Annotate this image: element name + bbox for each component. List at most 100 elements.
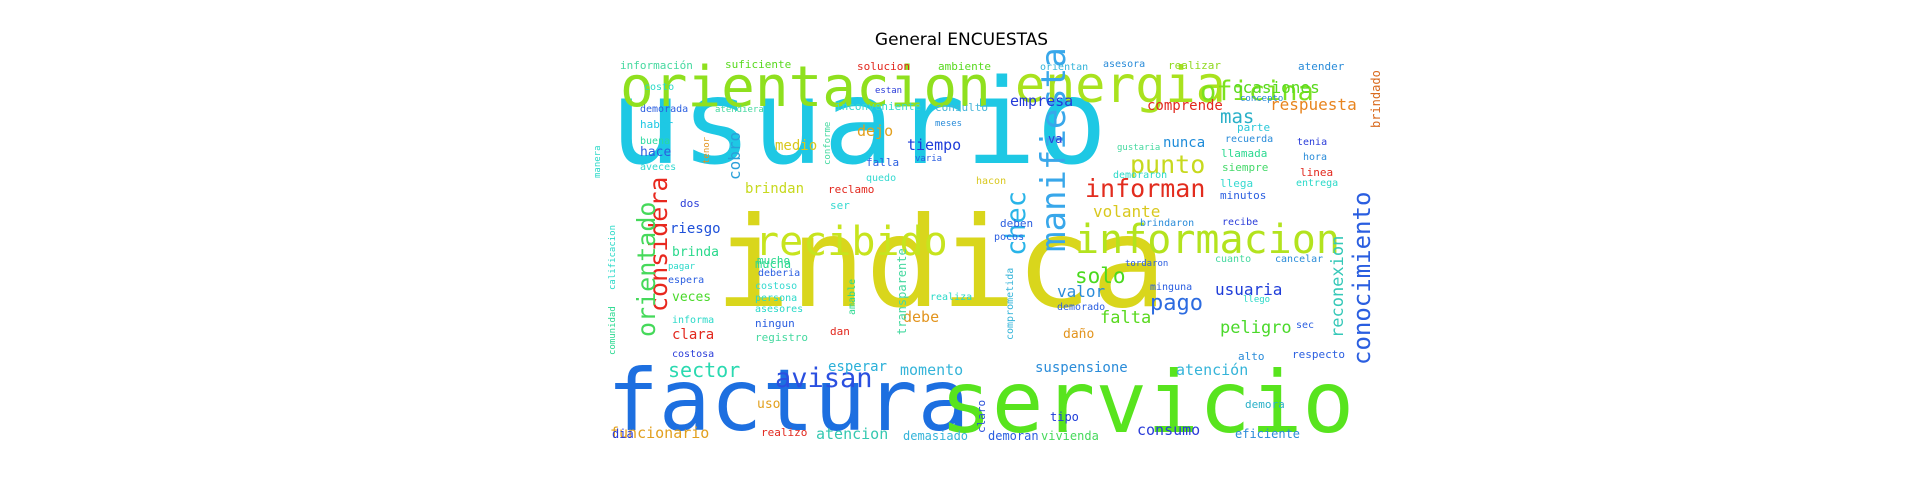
cloud-word-recuerda: recuerda <box>1225 134 1273 145</box>
cloud-word-amable: amable <box>847 279 858 315</box>
cloud-word-tordaron: tordaron <box>1125 259 1168 269</box>
cloud-word-cancelar: cancelar <box>1275 254 1323 265</box>
cloud-word-consulto: consulto <box>935 101 988 114</box>
cloud-word-atencion: atencion <box>816 425 888 443</box>
cloud-word-funcionario: funcionario <box>610 424 709 442</box>
cloud-word-alto: alto <box>1238 350 1265 363</box>
cloud-word-vivienda: vivienda <box>1041 429 1099 443</box>
cloud-word-eficiente: eficiente <box>1235 427 1300 441</box>
cloud-word-deben: deben <box>1000 217 1033 230</box>
cloud-word-realizo: realizo <box>761 426 807 439</box>
cloud-word-linea: linea <box>1300 166 1333 179</box>
cloud-word-deberia: deberia <box>758 268 800 279</box>
chart-title: General ENCUESTAS <box>874 30 1049 50</box>
cloud-word-reconexion: reconexion <box>1328 236 1348 338</box>
cloud-word-riesgo: riesgo <box>670 221 721 237</box>
cloud-word-costosa: costosa <box>672 349 714 360</box>
cloud-word-dos: dos <box>680 197 700 210</box>
cloud-word-demorada: demorada <box>640 104 688 115</box>
cloud-word-informa: informa <box>672 315 714 326</box>
cloud-word-brindado: brindado <box>1369 70 1383 128</box>
cloud-word-falla: falla <box>866 156 899 169</box>
cloud-word-siempre: siempre <box>1222 161 1268 174</box>
cloud-word-pagar: pagar <box>668 262 696 272</box>
cloud-word-clara: clara <box>672 327 714 343</box>
cloud-word-comunidad: comunidad <box>608 306 618 355</box>
cloud-word-realizar: realizar <box>1168 59 1221 72</box>
cloud-word-valor: valor <box>1057 282 1106 301</box>
cloud-word-gustaria: gustaria <box>1117 143 1160 153</box>
cloud-word-sec: sec <box>1296 320 1314 331</box>
cloud-word-usuaria: usuaria <box>1215 280 1282 299</box>
cloud-word-demora: demora <box>1245 398 1285 411</box>
cloud-word-realiza: realiza <box>930 292 972 303</box>
cloud-word-demasiado: demasiado <box>903 429 968 443</box>
cloud-word-espera: espera <box>668 275 704 286</box>
cloud-word-hacon: hacon <box>976 176 1006 187</box>
cloud-word-veces: veces <box>672 290 711 305</box>
cloud-word-pocos: pocos <box>994 232 1024 243</box>
cloud-word-momento: momento <box>900 361 963 379</box>
cloud-word-brindan: brindan <box>745 181 804 197</box>
cloud-word-energia: energia <box>1015 56 1226 114</box>
cloud-word-uso: uso <box>757 397 780 412</box>
cloud-word-costoso: costoso <box>755 281 797 292</box>
cloud-word-varia: varia <box>915 154 942 164</box>
cloud-word-solucion: solucion <box>857 60 910 73</box>
cloud-word-informan: informan <box>1085 174 1205 203</box>
cloud-word-comprometida: comprometida <box>1005 268 1016 340</box>
cloud-word-hora: hora <box>1303 152 1327 163</box>
cloud-word-meses: meses <box>935 119 962 129</box>
cloud-word-ambiente: ambiente <box>938 60 991 73</box>
cloud-word-calificacion: calificacion <box>608 225 618 290</box>
cloud-word-oficina: oficina <box>1200 76 1314 107</box>
cloud-word-usuario: usuario <box>610 53 1107 191</box>
cloud-word-comprende: comprende <box>1147 98 1223 114</box>
cloud-word-mucho: mucho <box>757 254 790 267</box>
cloud-word-consumo: consumo <box>1137 421 1200 439</box>
cloud-word-minutos: minutos <box>1220 189 1266 202</box>
cloud-word-punto: punto <box>1130 150 1205 179</box>
cloud-word-brinda: brinda <box>672 245 719 260</box>
cloud-word-dejo: dejo <box>857 122 893 140</box>
cloud-word-manifiesta: manifiesta <box>1034 47 1074 252</box>
cloud-word-esperar: esperar <box>828 359 887 375</box>
cloud-word-volante: volante <box>1093 202 1160 221</box>
cloud-word-transparente: transparente <box>895 248 909 335</box>
cloud-word-falta: falta <box>1100 308 1151 328</box>
cloud-word-concepto: concepto <box>1240 94 1283 104</box>
cloud-word-factura: factura <box>607 351 969 451</box>
cloud-word-inconveniente: inconveniente <box>835 100 921 113</box>
cloud-word-respecto: respecto <box>1292 348 1345 361</box>
cloud-word-suficiente: suficiente <box>725 58 791 71</box>
cloud-word-peligro: peligro <box>1220 318 1292 338</box>
cloud-word-dia: dia <box>612 427 634 441</box>
cloud-word-brindaron: brindaron <box>1140 218 1194 229</box>
cloud-word-entrega: entrega <box>1296 178 1338 189</box>
cloud-word-llega: llega <box>1220 177 1253 190</box>
cloud-word-conocimiento: conocimiento <box>1348 192 1376 365</box>
cloud-word-empresa: empresa <box>1010 92 1073 110</box>
cloud-word-orientan: orientan <box>1040 62 1088 73</box>
cloud-word-debe: debe <box>903 308 939 326</box>
cloud-word-hace: hace <box>640 145 671 160</box>
cloud-word-mas: mas <box>1220 106 1254 128</box>
cloud-word-ningun: ningun <box>755 317 795 330</box>
cloud-word-va: va <box>1048 132 1062 146</box>
cloud-word-solo: solo <box>1075 264 1126 288</box>
cloud-word-llego: llego <box>1243 295 1270 305</box>
cloud-word-llamada: llamada <box>1221 147 1267 160</box>
cloud-word-estan: estan <box>875 86 902 96</box>
cloud-word-quedo: quedo <box>866 173 896 184</box>
cloud-word-tenia: tenia <box>1297 137 1327 148</box>
cloud-word-persona: persona <box>755 293 797 304</box>
cloud-word-haber: haber <box>640 118 673 131</box>
cloud-word-suspensione: suspensione <box>1035 360 1128 376</box>
cloud-word-reclamo: reclamo <box>828 183 874 196</box>
cloud-word-chec: chec <box>1001 191 1032 256</box>
cloud-word-atender: atender <box>1298 60 1345 73</box>
cloud-word-servicio: servicio <box>940 353 1354 453</box>
cloud-word-minguna: minguna <box>1150 282 1192 293</box>
